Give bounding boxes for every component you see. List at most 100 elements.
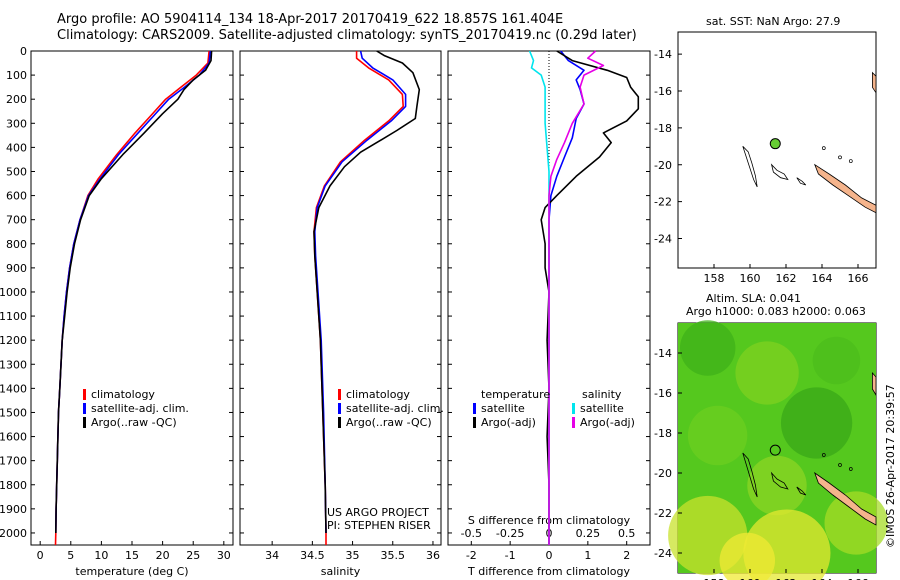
axes: 0100200300400500600700800900100011001200…: [0, 45, 869, 580]
map-lat-tick-label: -24: [654, 233, 672, 246]
salinity-diff-tick-label: -0.5: [461, 527, 482, 540]
temperature-x-tick-label: 15: [125, 549, 139, 562]
map-lat-tick-label: -16: [654, 85, 672, 98]
land-new-caledonia: [813, 471, 877, 526]
depth-tick-label: 1000: [0, 286, 27, 299]
islet: [838, 463, 842, 467]
reef-outline: [770, 163, 789, 181]
legend-swatch: [338, 389, 341, 400]
project-label: US ARGO PROJECT: [327, 506, 429, 519]
temperature-x-tick-label: 25: [186, 549, 200, 562]
climatology-title: Climatology: CARS2009. Satellite-adjuste…: [57, 28, 637, 43]
series-line-climatology: [54, 50, 210, 546]
legend-swatch: [473, 417, 476, 428]
temperature-x-axis-label: temperature (deg C): [75, 565, 188, 578]
map-lon-tick-label: 162: [776, 577, 797, 580]
difference-x-tick-label: -1: [505, 549, 516, 562]
legend-label: Argo(-adj): [481, 416, 536, 429]
map-lon-tick-label: 158: [704, 272, 725, 285]
legend-title-salinity: salinity: [582, 388, 622, 401]
depth-tick-label: 600: [6, 190, 27, 203]
islet: [848, 159, 853, 163]
series-line-argo-raw-qc-: [55, 50, 213, 534]
map-lat-tick-label: -22: [654, 196, 672, 209]
temperature-x-tick-label: 0: [37, 549, 44, 562]
map-lon-tick-label: 166: [848, 272, 869, 285]
map-lat-tick-label: -20: [654, 467, 672, 480]
legend-swatch: [572, 417, 575, 428]
map-lat-tick-label: -18: [654, 122, 672, 135]
temperature-x-tick-label: 5: [67, 549, 74, 562]
series-lines: [54, 50, 640, 546]
legend-label: satellite-adj. clim.: [346, 402, 444, 415]
map-lat-tick-label: -18: [654, 427, 672, 440]
salinity-x-tick-label: 34: [265, 549, 279, 562]
reef-outline: [742, 452, 758, 498]
series-line-t-argo-adj-: [540, 50, 640, 545]
series-line-argo-raw-qc-: [313, 50, 421, 534]
legend-swatch: [83, 403, 86, 414]
difference-x-tick-label: -2: [466, 549, 477, 562]
depth-tick-label: 900: [6, 262, 27, 275]
legend-swatch: [83, 389, 86, 400]
depth-tick-label: 1800: [0, 479, 27, 492]
map-lon-tick-label: 160: [740, 272, 761, 285]
sla-patch: [780, 387, 853, 459]
series-line-satellite-adj-clim-: [314, 50, 407, 534]
salinity-x-tick-label: 35.5: [381, 549, 406, 562]
legend-label: Argo(..raw -QC): [346, 416, 432, 429]
map-lat-tick-label: -20: [654, 159, 672, 172]
map-lon-tick-label: 160: [740, 577, 761, 580]
reef-outline: [796, 177, 807, 186]
reef-outline: [796, 486, 807, 496]
difference-x-tick-label: 0: [546, 549, 553, 562]
series-line-s-satellite: [528, 50, 550, 545]
salinity-diff-tick-label: 0.25: [576, 527, 601, 540]
salinity-frame: [239, 50, 442, 546]
series-line-s-argo-adj-: [548, 50, 605, 545]
depth-tick-label: 1500: [0, 406, 27, 419]
salinity-diff-tick-label: -0.25: [496, 527, 524, 540]
salinity-diff-tick-label: 0.5: [618, 527, 636, 540]
reef-outline: [742, 146, 758, 188]
series-line-satellite-adj-clim-: [55, 50, 212, 534]
depth-tick-label: 700: [6, 214, 27, 227]
legend-title-temperature: temperature: [481, 388, 550, 401]
legend-label: satellite: [580, 402, 624, 415]
map-lat-tick-label: -16: [654, 387, 672, 400]
depth-tick-label: 1100: [0, 310, 27, 323]
depth-tick-label: 1200: [0, 334, 27, 347]
difference-x-tick-label: 1: [584, 549, 591, 562]
depth-tick-label: 500: [6, 165, 27, 178]
sla-patch: [679, 320, 736, 376]
pi-label: PI: STEPHEN RISER: [327, 519, 431, 532]
depth-tick-label: 1600: [0, 431, 27, 444]
islet: [838, 155, 842, 160]
legend-swatch: [83, 417, 86, 428]
map-bottom-title-1: Altim. SLA: 0.041: [706, 292, 802, 305]
map-frame: [677, 31, 877, 269]
land-vanuatu: [872, 71, 877, 95]
map-lat-tick-label: -24: [654, 547, 672, 560]
islet: [821, 146, 826, 151]
depth-tick-label: 800: [6, 238, 27, 251]
maps: [668, 71, 888, 580]
reef-outline: [770, 471, 789, 490]
legend-swatch: [473, 403, 476, 414]
salinity-x-tick-label: 35: [346, 549, 360, 562]
map-lon-tick-label: 164: [812, 272, 833, 285]
map-lon-tick-label: 164: [812, 577, 833, 580]
map-top-title: sat. SST: NaN Argo: 27.9: [706, 15, 841, 28]
map-bottom-title-2: Argo h1000: 0.083 h2000: 0.063: [686, 305, 866, 318]
temperature-frame: [30, 50, 234, 546]
series-line-t-satellite: [548, 50, 585, 545]
legend-label: Argo(..raw -QC): [91, 416, 177, 429]
temperature-x-tick-label: 30: [217, 549, 231, 562]
map-lat-tick-label: -14: [654, 347, 672, 360]
islet: [848, 467, 853, 471]
difference-x-axis-label: T difference from climatology: [467, 565, 630, 578]
depth-tick-label: 100: [6, 69, 27, 82]
map-lon-tick-label: 158: [704, 577, 725, 580]
